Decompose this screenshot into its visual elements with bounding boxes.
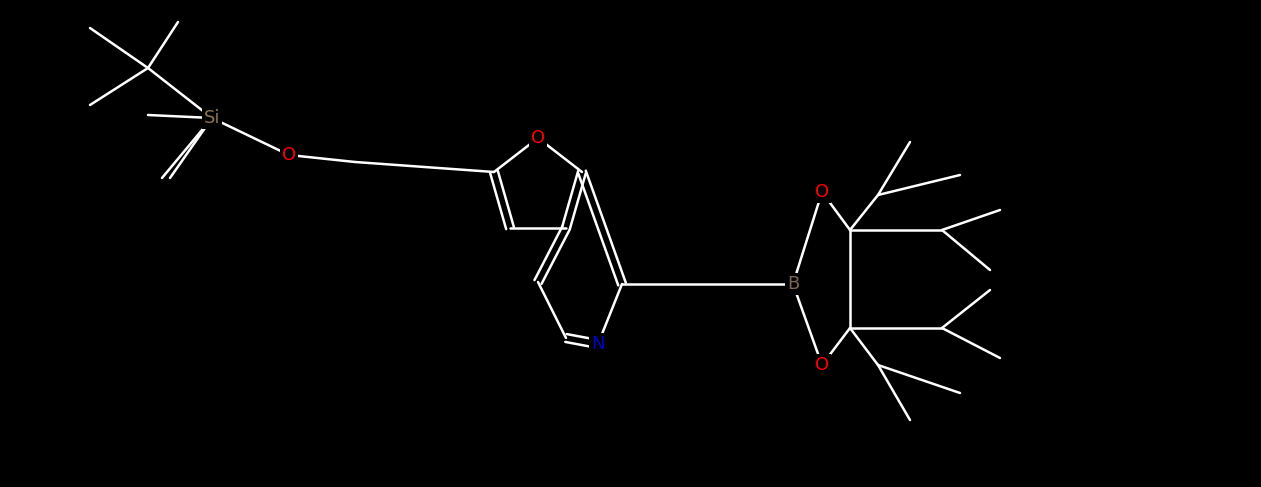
Text: O: O [815,356,828,374]
Text: O: O [815,183,828,201]
Text: B: B [787,275,799,293]
Text: Si: Si [204,109,221,127]
Text: O: O [282,146,296,164]
Text: N: N [591,335,605,353]
Text: O: O [531,129,545,147]
